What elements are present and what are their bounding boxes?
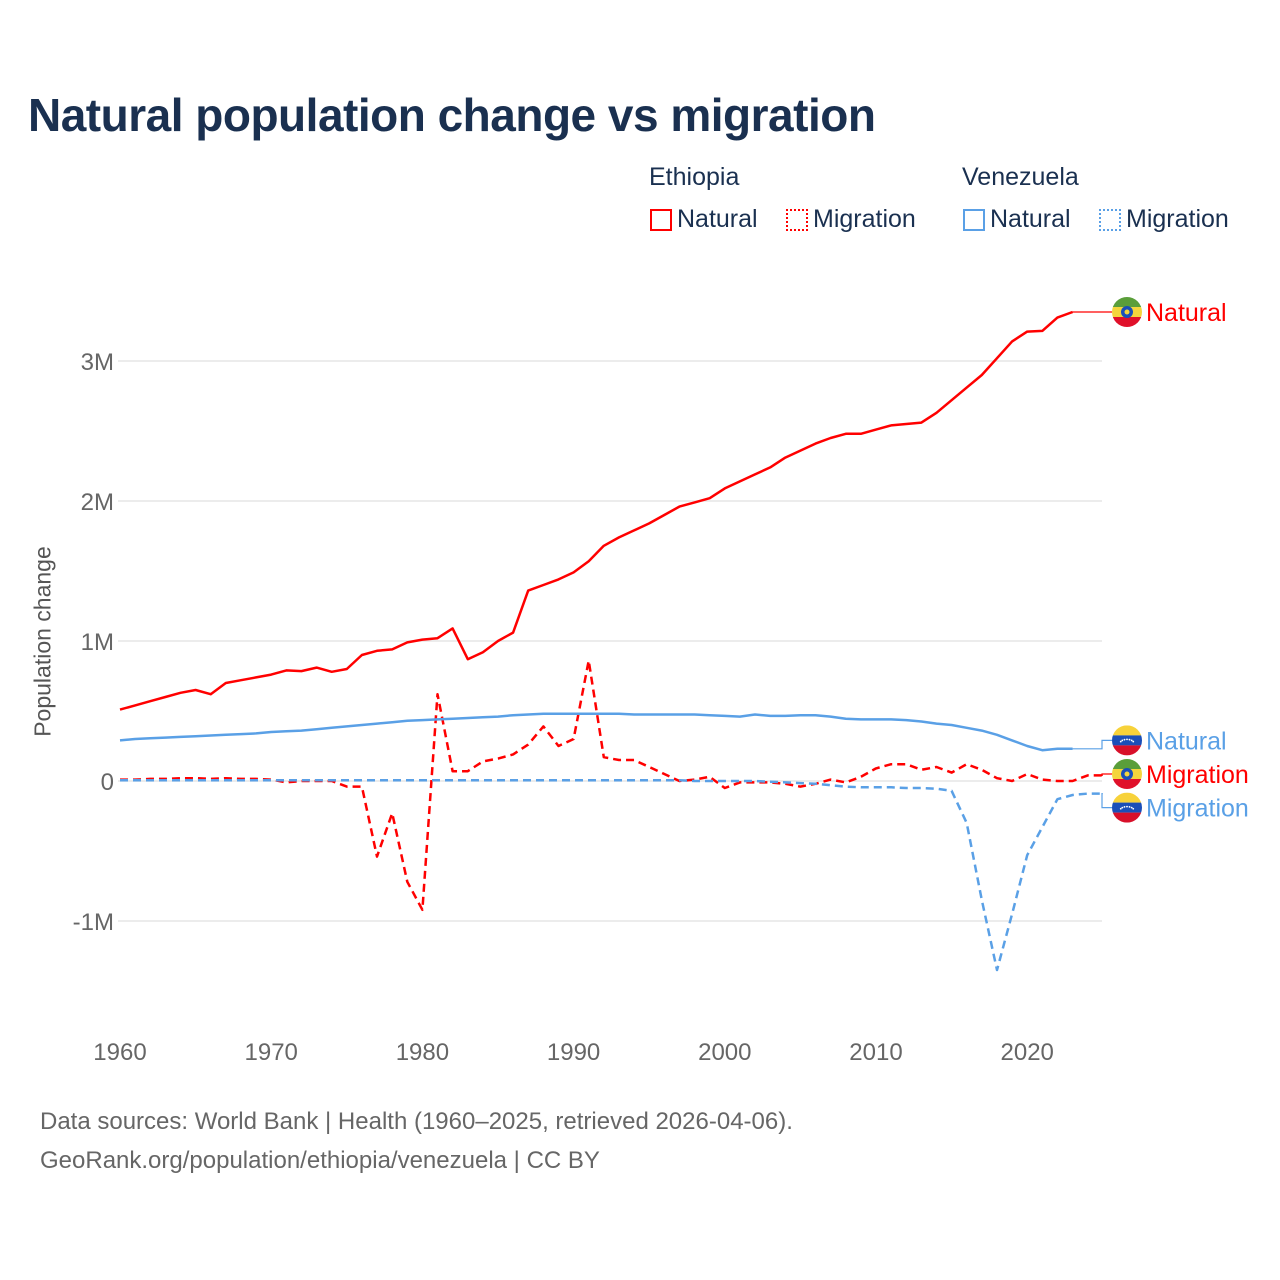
legend-swatch-solid	[963, 208, 985, 231]
end-label: Natural	[1146, 727, 1227, 755]
legend-swatch-dotted	[786, 208, 808, 231]
legend-label: Migration	[1126, 205, 1229, 233]
flag-star	[1119, 740, 1122, 743]
flag-stripe	[1112, 792, 1142, 803]
legend-label: Migration	[813, 205, 916, 233]
flag-star	[1121, 806, 1124, 809]
flag-venezuela-icon	[1112, 792, 1142, 823]
flag-star	[1124, 771, 1130, 777]
flag-star	[1132, 807, 1135, 810]
flag-ethiopia-icon	[1112, 759, 1142, 789]
flag-stripe	[1112, 759, 1142, 769]
legend-label: Natural	[990, 205, 1071, 233]
legend-group-ethiopia: Ethiopia	[649, 163, 740, 191]
x-tick-label: 2010	[849, 1039, 902, 1066]
flag-stripe	[1112, 317, 1142, 327]
legend-swatch-dotted	[1099, 208, 1121, 231]
series-line-venezuela-migration	[120, 779, 1103, 972]
flag-stripe	[1112, 812, 1142, 823]
legend-ethiopia-migration[interactable]: Migration	[786, 205, 916, 234]
series-line-ethiopia-natural	[119, 310, 1074, 711]
end-label: Natural	[1146, 299, 1227, 327]
flag-star	[1126, 738, 1128, 741]
end-label: Migration	[1146, 761, 1249, 789]
legend-ethiopia-natural[interactable]: Natural	[650, 205, 758, 234]
x-tick-label: 2000	[698, 1039, 751, 1066]
chart-title: Natural population change vs migration	[28, 89, 876, 141]
y-tick-label: 2M	[81, 489, 114, 516]
flag-ethiopia-icon	[1112, 297, 1142, 327]
flag-stripe	[1112, 297, 1142, 307]
y-tick-label: 0	[101, 769, 114, 796]
flag-stripe	[1112, 735, 1142, 746]
flag-star	[1132, 740, 1135, 743]
series-line-ethiopia-migration	[120, 659, 1103, 912]
flag-stripe	[1112, 802, 1142, 813]
x-tick-label: 2020	[1001, 1039, 1054, 1066]
label-connector	[1101, 793, 1112, 809]
x-tick-label: 1960	[93, 1039, 146, 1066]
footer-link[interactable]: GeoRank.org/population/ethiopia/venezuel…	[40, 1147, 600, 1174]
label-connector	[1101, 773, 1112, 776]
legend-venezuela-migration[interactable]: Migration	[1099, 205, 1229, 234]
legend-group-venezuela: Venezuela	[962, 163, 1079, 191]
flag-venezuela-icon	[1112, 725, 1142, 756]
flag-stripe	[1112, 725, 1142, 736]
flag-star	[1123, 738, 1126, 741]
x-tick-label: 1990	[547, 1039, 600, 1066]
flag-stripe	[1112, 779, 1142, 789]
flag-star	[1119, 807, 1122, 810]
flag-star	[1128, 738, 1131, 741]
y-tick-label: -1M	[73, 909, 114, 936]
y-tick-label: 3M	[81, 349, 114, 376]
flag-stripe	[1112, 745, 1142, 756]
y-tick-label: 1M	[81, 629, 114, 656]
legend-label: Natural	[677, 205, 758, 233]
flag-star	[1124, 309, 1130, 315]
footer-sources: Data sources: World Bank | Health (1960–…	[40, 1108, 793, 1135]
flag-star	[1128, 805, 1131, 808]
flag-star	[1130, 739, 1133, 742]
legend-venezuela-natural[interactable]: Natural	[963, 205, 1071, 234]
x-tick-label: 1970	[245, 1039, 298, 1066]
label-connector	[1072, 739, 1112, 750]
flag-star	[1130, 806, 1133, 809]
end-label: Migration	[1146, 795, 1249, 823]
flag-star	[1126, 805, 1128, 808]
flag-star	[1121, 739, 1124, 742]
legend-swatch-solid	[650, 208, 672, 231]
x-tick-label: 1980	[396, 1039, 449, 1066]
series-line-venezuela-natural	[119, 712, 1073, 752]
flag-star	[1123, 805, 1126, 808]
